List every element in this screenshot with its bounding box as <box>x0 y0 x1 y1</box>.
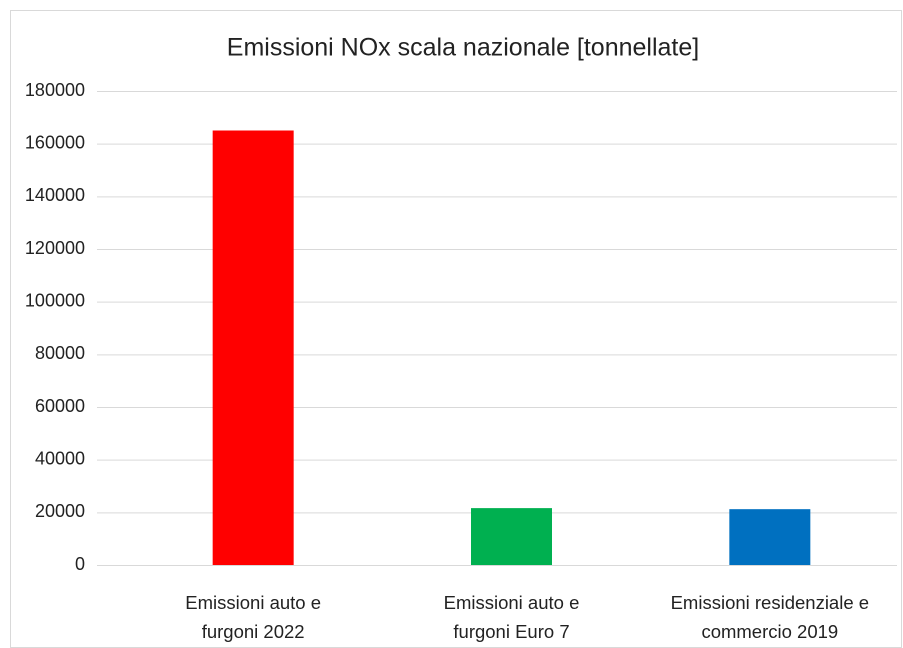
y-tick-label: 0 <box>75 554 85 574</box>
y-tick-label: 180000 <box>25 80 85 100</box>
y-tick-label: 80000 <box>35 343 85 363</box>
bar <box>471 508 552 565</box>
chart-title: Emissioni NOx scala nazionale [tonnellat… <box>227 34 699 62</box>
y-tick-label: 100000 <box>25 290 85 310</box>
y-tick-label: 120000 <box>25 238 85 258</box>
x-tick-label: Emissioni auto e furgoni 2022 <box>185 592 322 642</box>
y-tick-label: 140000 <box>25 185 85 205</box>
y-tick-label: 40000 <box>35 448 85 468</box>
x-tick-label: Emissioni auto e furgoni Euro 7 <box>443 592 580 642</box>
y-tick-label: 160000 <box>25 132 85 152</box>
x-tick-label: Emissioni residenziale e commercio 2019 <box>670 592 870 642</box>
y-tick-label: 60000 <box>35 396 85 416</box>
y-tick-label: 20000 <box>35 501 85 521</box>
bar <box>729 509 811 565</box>
bar <box>212 130 294 565</box>
